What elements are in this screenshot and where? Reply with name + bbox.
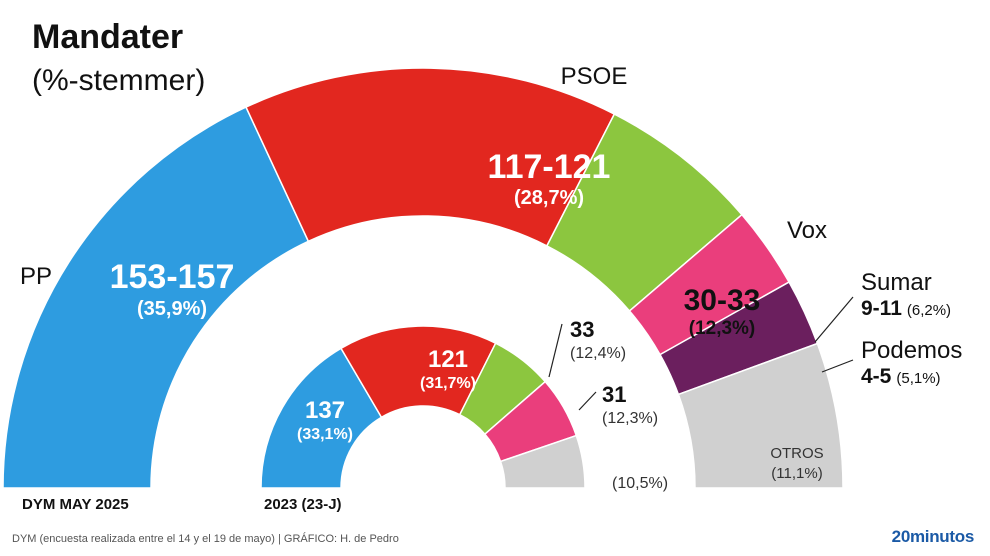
party-label-psoe: PSOE	[561, 63, 628, 90]
outer-podemos-values: 4-5 (5,1%)	[861, 365, 941, 388]
inner-sumar-seats: 31	[602, 382, 626, 407]
outer-otros-pct: (11,1%)	[771, 465, 822, 482]
outer-ring-label: DYM MAY 2025	[22, 496, 129, 513]
chart-labels: 153-157(35,9%)117-121(28,7%)30-33(12,3%)…	[20, 63, 962, 492]
outer-psoe-seats: 117-121	[488, 148, 611, 186]
sumar-leader-line	[814, 296, 854, 343]
inner-ring-2023	[260, 325, 586, 489]
inner-segment-psoe	[339, 325, 497, 419]
party-label-pp: PP	[20, 263, 52, 290]
party-label-podemos: Podemos	[861, 337, 962, 364]
outer-segment-psoe	[245, 67, 616, 247]
inner-ring-label: 2023 (23-J)	[264, 496, 342, 513]
source-note: DYM (encuesta realizada entre el 14 y el…	[12, 533, 399, 545]
chart-title: Mandater	[32, 18, 184, 56]
inner-psoe-seats: 121	[428, 346, 468, 373]
outer-pp-pct: (35,9%)	[137, 298, 207, 320]
inner-vox-seats: 33	[570, 317, 594, 342]
outer-vox-pct: (12,3%)	[689, 318, 756, 339]
inner-pp-seats: 137	[305, 397, 345, 424]
inner-vox-leader-line	[548, 323, 563, 378]
inner-pp-pct: (33,1%)	[297, 426, 353, 443]
inner-segment-otros	[499, 434, 586, 489]
outer-otros-name: OTROS	[770, 445, 823, 462]
outer-sumar-values: 9-11 (6,2%)	[861, 297, 951, 320]
party-label-vox: Vox	[787, 217, 827, 244]
outer-psoe-pct: (28,7%)	[514, 187, 584, 209]
brand-logo: 20minutos	[891, 527, 975, 546]
outer-ring-2025	[2, 67, 844, 489]
outer-vox-seats: 30-33	[684, 284, 761, 317]
party-label-sumar: Sumar	[861, 269, 932, 296]
inner-sumar-leader-line	[578, 391, 597, 411]
inner-vox-pct: (12,4%)	[570, 345, 626, 362]
outer-segment-otros	[677, 342, 844, 489]
outer-pp-seats: 153-157	[110, 258, 235, 296]
chart-subtitle: (%-stemmer)	[32, 64, 206, 97]
outer-segment-pp	[2, 106, 310, 489]
inner-otros-pct: (10,5%)	[612, 475, 668, 492]
inner-psoe-pct: (31,7%)	[420, 375, 476, 392]
podemos-leader-line	[821, 359, 854, 373]
inner-sumar-pct: (12,3%)	[602, 410, 658, 427]
